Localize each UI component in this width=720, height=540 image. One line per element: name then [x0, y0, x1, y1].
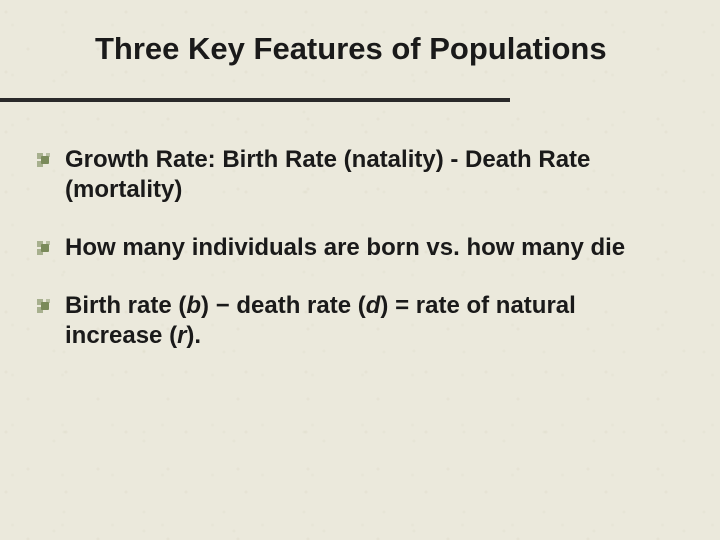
title-region: Three Key Features of Populations	[0, 0, 720, 67]
body-region: Growth Rate: Birth Rate (natality) - Dea…	[0, 85, 720, 351]
formula-var-b: b	[186, 292, 201, 319]
bullet-text: How many individuals are born vs. how ma…	[65, 234, 625, 261]
formula-part: ).	[186, 322, 201, 349]
bullet-how-many: How many individuals are born vs. how ma…	[55, 233, 670, 263]
bullet-growth-rate: Growth Rate: Birth Rate (natality) - Dea…	[55, 145, 670, 205]
formula-part: ) − death rate (	[201, 292, 366, 319]
slide: Three Key Features of Populations Growth…	[0, 0, 720, 540]
bullet-text: Growth Rate: Birth Rate (natality) - Dea…	[65, 146, 590, 203]
bullet-formula: Birth rate (b) − death rate (d) = rate o…	[55, 291, 670, 351]
formula-part: Birth rate (	[65, 292, 186, 319]
slide-title: Three Key Features of Populations	[95, 30, 680, 67]
formula-var-d: d	[366, 292, 381, 319]
title-underline-rule	[0, 98, 510, 102]
